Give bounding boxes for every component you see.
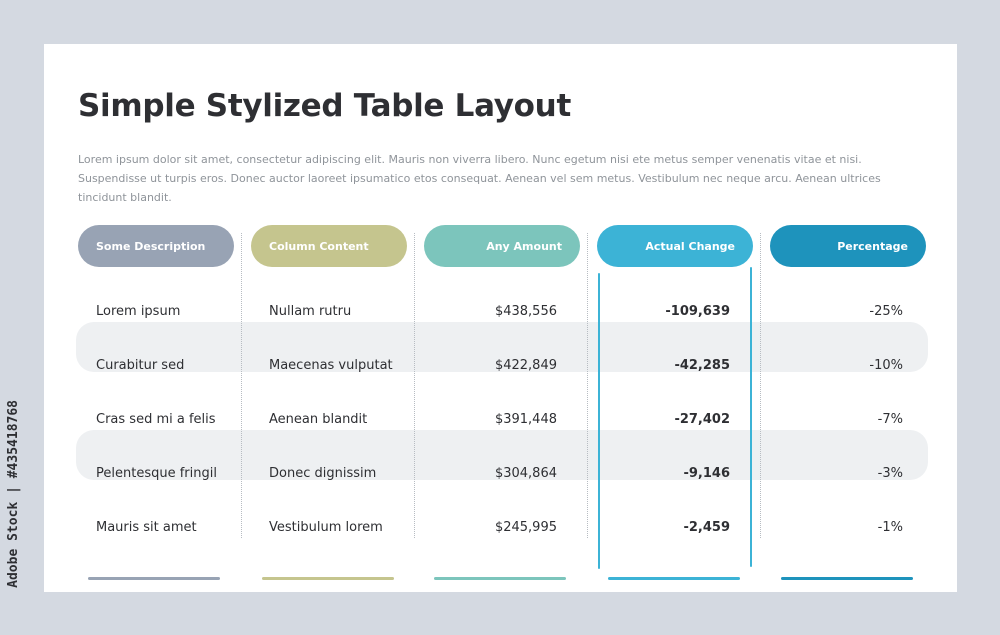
- data-table: Some Description Column Content Any Amou…: [76, 225, 928, 580]
- content-card: Simple Stylized Table Layout Lorem ipsum…: [44, 44, 957, 592]
- cell-change: -109,639: [665, 303, 730, 319]
- column-header: Column Content: [251, 225, 407, 267]
- column-header: Any Amount: [424, 225, 580, 267]
- cell-change: -42,285: [674, 357, 730, 373]
- column-divider: [587, 233, 588, 538]
- cell-percentage: -1%: [877, 519, 903, 535]
- column-underline: [88, 577, 220, 580]
- cell-content: Maecenas vulputat: [269, 357, 393, 373]
- column-header-label: Column Content: [269, 239, 369, 253]
- column-header: Some Description: [78, 225, 234, 267]
- cell-description: Curabitur sed: [96, 357, 185, 373]
- cell-amount: $422,849: [494, 357, 557, 373]
- column-header-label: Some Description: [96, 239, 206, 253]
- page-title: Simple Stylized Table Layout: [78, 88, 571, 124]
- cell-description: Lorem ipsum: [96, 303, 181, 319]
- column-divider: [414, 233, 415, 538]
- row-band: [76, 430, 928, 480]
- cell-description: Mauris sit amet: [96, 519, 197, 535]
- column-underline: [781, 577, 913, 580]
- row-band: [76, 322, 928, 372]
- cell-content: Vestibulum lorem: [269, 519, 383, 535]
- cell-content: Aenean blandit: [269, 411, 368, 427]
- watermark-text: Adobe Stock | #435418768: [6, 400, 21, 588]
- column-header: Percentage: [770, 225, 926, 267]
- cell-description: Pelentesque fringil: [96, 465, 217, 481]
- cell-percentage: -25%: [869, 303, 903, 319]
- column-underline: [434, 577, 566, 580]
- description-text: Lorem ipsum dolor sit amet, consectetur …: [78, 153, 881, 204]
- column-divider: [241, 233, 242, 538]
- cell-change: -9,146: [683, 465, 730, 481]
- cell-description: Cras sed mi a felis: [96, 411, 216, 427]
- highlight-bracket-left: [598, 273, 600, 569]
- column-divider: [760, 233, 761, 538]
- cell-change: -27,402: [674, 411, 730, 427]
- cell-amount: $304,864: [494, 465, 557, 481]
- cell-percentage: -7%: [877, 411, 903, 427]
- column-header-label: Actual Change: [645, 239, 735, 253]
- cell-percentage: -3%: [877, 465, 903, 481]
- column-underline: [608, 577, 740, 580]
- cell-percentage: -10%: [869, 357, 903, 373]
- cell-content: Nullam rutru: [269, 303, 352, 319]
- column-underline: [262, 577, 394, 580]
- cell-amount: $391,448: [494, 411, 557, 427]
- column-header-label: Percentage: [837, 239, 908, 253]
- cell-amount: $245,995: [494, 519, 557, 535]
- column-header-label: Any Amount: [486, 239, 562, 253]
- column-header: Actual Change: [597, 225, 753, 267]
- cell-amount: $438,556: [494, 303, 557, 319]
- highlight-bracket-right: [750, 267, 752, 567]
- cell-content: Donec dignissim: [269, 465, 377, 481]
- cell-change: -2,459: [683, 519, 730, 535]
